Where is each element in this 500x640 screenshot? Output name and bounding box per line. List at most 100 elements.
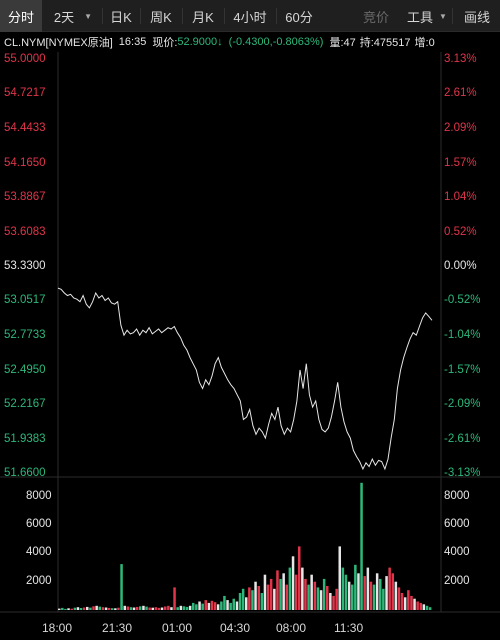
price-tick-label: 51.6600 xyxy=(4,467,46,479)
volume-bar xyxy=(213,602,217,610)
volume-bar xyxy=(248,587,251,610)
volume-bar xyxy=(260,593,264,610)
volume-bar xyxy=(266,584,270,610)
volume-bar xyxy=(307,584,310,610)
volume-bar xyxy=(347,581,351,610)
volume-bar xyxy=(173,587,176,610)
volume-bar xyxy=(73,607,77,610)
tab-intraday[interactable]: 分时 xyxy=(0,0,42,32)
volume-bar xyxy=(207,602,211,610)
symbol: CL.NYM[NYMEX原油] xyxy=(4,37,113,49)
draw-line-button[interactable]: 画线 xyxy=(454,0,500,32)
price-tick-label: 53.8867 xyxy=(4,190,46,203)
down-arrow-icon: ↓ xyxy=(217,36,223,48)
volume-bar xyxy=(273,588,276,610)
volume-bar xyxy=(382,588,385,610)
volume-bar xyxy=(210,600,214,610)
volume-bar xyxy=(95,605,98,610)
volume-bar xyxy=(354,564,357,610)
percent-tick-label: -0.52% xyxy=(444,294,481,307)
price-tick-label: 52.2167 xyxy=(4,397,46,410)
volume-bar xyxy=(407,590,410,610)
volume-bar xyxy=(188,605,192,610)
volume-bar xyxy=(419,602,422,610)
price-tick-label: 52.7733 xyxy=(4,329,46,341)
volume-bar xyxy=(170,607,173,610)
price-tick-label: 53.6083 xyxy=(4,225,46,238)
tab-daily-k[interactable]: 日K xyxy=(103,0,139,32)
percent-tick-label: 0.52% xyxy=(444,225,477,238)
volume-bar xyxy=(245,597,248,610)
tab-monthly-k[interactable]: 月K xyxy=(183,0,223,32)
volume-bar xyxy=(263,574,267,610)
price-tick-label: 53.3300 xyxy=(4,260,46,272)
volume-bar xyxy=(298,546,301,610)
volume-bar xyxy=(117,607,120,610)
tab-weekly-k[interactable]: 周K xyxy=(141,0,181,32)
volume-bar xyxy=(139,606,142,610)
time-tick-label: 04:30 xyxy=(220,621,251,635)
volume-bar xyxy=(276,570,279,610)
chevron-down-icon: ▼ xyxy=(439,11,447,21)
volume-bar xyxy=(425,605,429,610)
percent-tick-label: 1.04% xyxy=(444,190,477,203)
draw-label: 画线 xyxy=(463,9,490,25)
tab-label: 60分 xyxy=(285,9,313,25)
volume-bar xyxy=(282,573,285,610)
volume-bar xyxy=(98,606,101,610)
volume-bar xyxy=(257,586,260,610)
price-tick-label: 54.7217 xyxy=(4,87,46,100)
volume-bar xyxy=(176,607,179,610)
volume-bar xyxy=(279,578,282,610)
volume-bar xyxy=(288,567,292,610)
volume-bar xyxy=(313,581,317,610)
price-tick-label: 55.0000 xyxy=(4,53,46,65)
tab-4hour[interactable]: 4小时 xyxy=(225,0,275,32)
volume-bar xyxy=(120,564,123,610)
volume-tick-label: 2000 xyxy=(444,574,470,587)
time-tick-label: 08:00 xyxy=(276,621,307,635)
toolbar: 分时 2天 ▼ 日K 周K 月K 4小时 60分 竞价 工具 ▼ 画线 xyxy=(0,0,500,32)
volume-bar xyxy=(310,574,313,610)
volume-bar xyxy=(363,576,366,610)
volume-bar xyxy=(76,607,80,610)
volume-bar xyxy=(198,601,201,610)
percent-tick-label: -2.09% xyxy=(444,397,481,410)
volume-bar xyxy=(360,482,363,610)
current-price: 52.9000 xyxy=(177,36,218,48)
volume-bar xyxy=(335,588,338,610)
volume-bar xyxy=(388,567,391,610)
price-line xyxy=(57,287,433,471)
volume-bar xyxy=(344,574,348,610)
volume-bar xyxy=(79,608,83,610)
volume-bar xyxy=(145,606,148,610)
volume-bar xyxy=(204,600,207,610)
percent-tick-label: -1.57% xyxy=(444,363,481,376)
volume-tick-label: 2000 xyxy=(26,574,52,587)
holdings-readout: 持:475517 xyxy=(359,37,411,49)
volume-bar xyxy=(316,587,320,610)
tab-60min[interactable]: 60分 xyxy=(277,0,321,32)
volume-bar xyxy=(329,593,332,610)
tab-label: 月K xyxy=(192,9,214,25)
volume-bar xyxy=(251,590,254,610)
volume-bar xyxy=(403,597,407,610)
percent-tick-label: -3.13% xyxy=(444,467,481,479)
tools-button[interactable]: 工具 ▼ xyxy=(404,0,450,32)
percent-tick-label: 1.57% xyxy=(444,156,477,169)
volume-bar xyxy=(154,607,158,610)
tab-2days[interactable]: 2天 ▼ xyxy=(44,0,102,32)
volume-bar xyxy=(416,601,419,610)
volume-bar xyxy=(366,567,370,610)
volume-bar xyxy=(61,607,64,610)
volume-bar xyxy=(413,598,416,610)
volume-bar xyxy=(428,607,432,610)
volume-bar xyxy=(319,590,323,610)
volume-bar xyxy=(129,607,133,610)
quote-info-line: CL.NYM[NYMEX原油] 16:35 现价: 52.9000 ↓ (-0.… xyxy=(0,32,500,52)
volume-bar xyxy=(195,604,198,610)
volume-bar xyxy=(182,606,186,610)
volume-bar xyxy=(92,606,95,610)
bid-button[interactable]: 竞价 xyxy=(350,0,402,32)
